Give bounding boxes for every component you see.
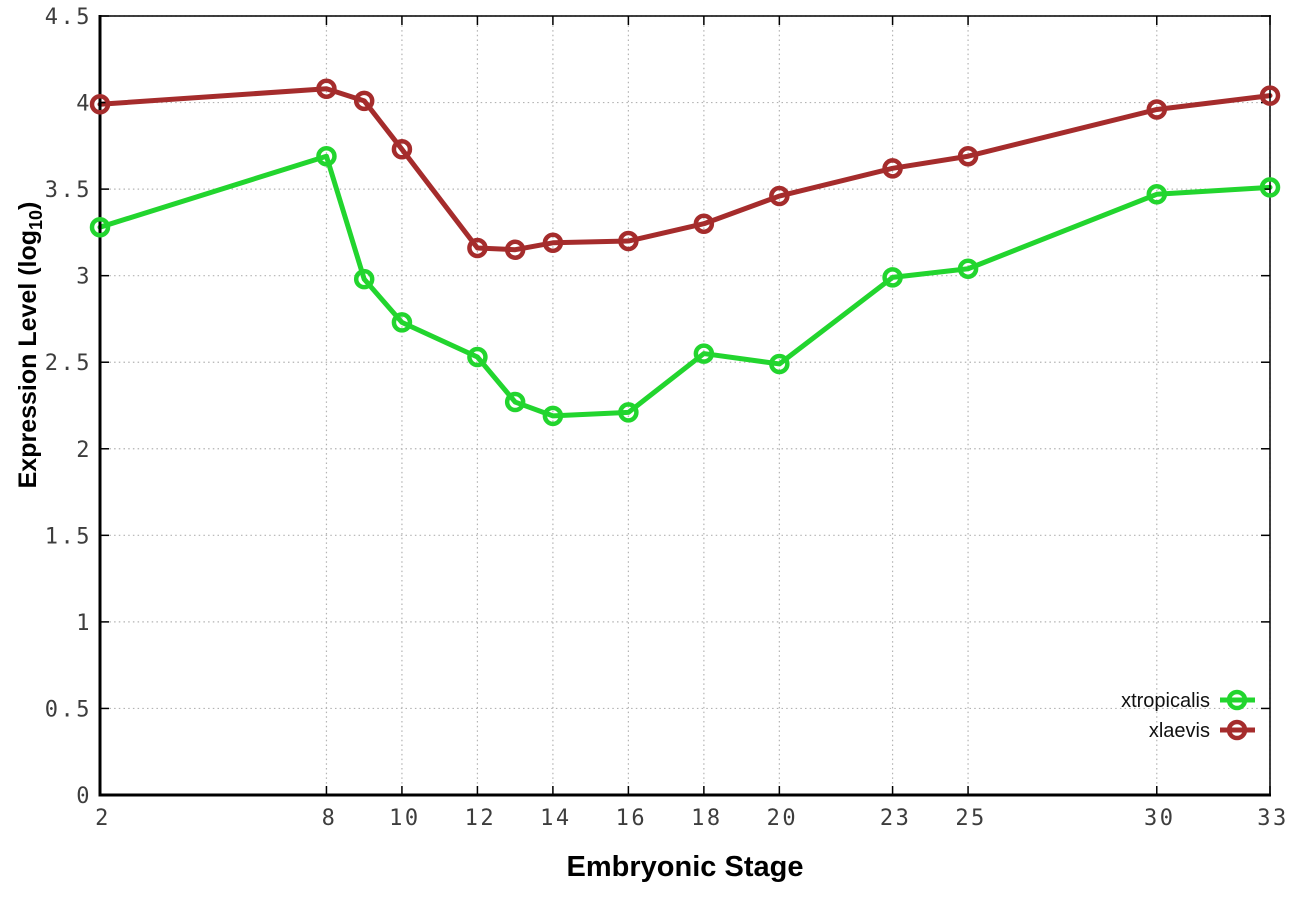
data-point-xlaevis — [693, 213, 715, 234]
data-point-xtropicalis — [467, 346, 488, 368]
x-tick-label: 23 — [880, 806, 912, 831]
data-point-xtropicalis — [1259, 177, 1281, 198]
data-point-xtropicalis — [542, 405, 564, 427]
y-tick-label: 3.5 — [45, 178, 92, 203]
x-tick-label: 2 — [95, 806, 111, 831]
y-tick-label: 0.5 — [45, 697, 92, 722]
data-point-xtropicalis — [769, 353, 790, 375]
data-point-xtropicalis — [1146, 184, 1168, 205]
x-tick-label: 16 — [616, 806, 648, 831]
x-tick-label: 14 — [540, 806, 572, 831]
y-tick-label: 1.5 — [45, 524, 92, 549]
data-point-xtropicalis — [353, 268, 375, 290]
y-tick-label: 3 — [76, 265, 92, 290]
y-tick-labels: 0 0.5 1 1.5 2 2.5 3 3.5 4 4.5 — [45, 5, 92, 809]
data-point-xlaevis — [353, 90, 375, 112]
plot-border — [98, 15, 1271, 797]
data-point-xlaevis — [618, 230, 639, 252]
x-tick-label: 20 — [767, 806, 799, 831]
tick-marks — [99, 15, 1271, 796]
data-point-xtropicalis — [618, 402, 639, 423]
y-tick-label: 4 — [76, 92, 92, 117]
x-tick-label: 25 — [955, 806, 987, 831]
data-point-xlaevis — [504, 239, 526, 260]
x-tick-label: 30 — [1144, 806, 1176, 831]
x-tick-labels: 2 8 10 12 14 16 18 20 23 25 30 33 — [95, 806, 1289, 831]
data-point-xtropicalis — [316, 145, 337, 167]
series-points-xtropicalis — [89, 145, 1281, 427]
data-point-xlaevis — [391, 139, 413, 160]
data-point-xtropicalis — [391, 312, 413, 333]
data-point-xtropicalis — [504, 391, 526, 413]
y-tick-label: 4.5 — [45, 5, 92, 30]
x-tick-label: 12 — [465, 806, 497, 831]
data-point-xlaevis — [769, 185, 790, 207]
legend: xtropicalis xlaevis — [1121, 689, 1255, 742]
y-tick-label: 1 — [76, 611, 92, 636]
legend-marker-xtropicalis — [1226, 689, 1248, 711]
data-point-xlaevis — [542, 232, 564, 254]
y-tick-label: 0 — [76, 784, 92, 809]
legend-label-xlaevis: xlaevis — [1149, 720, 1210, 742]
x-tick-label: 18 — [691, 806, 723, 831]
data-point-xtropicalis — [693, 343, 715, 364]
data-point-xlaevis — [316, 78, 337, 99]
y-tick-label: 2.5 — [45, 351, 92, 376]
data-point-xlaevis — [1146, 99, 1168, 120]
x-tick-label: 8 — [322, 806, 338, 831]
data-point-xtropicalis — [89, 216, 111, 238]
data-point-xlaevis — [89, 94, 111, 115]
data-point-xtropicalis — [957, 258, 979, 279]
data-point-xlaevis — [467, 237, 488, 259]
y-axis-title: Expression Level (log10) — [14, 202, 46, 489]
series-points-xlaevis — [89, 78, 1281, 260]
data-point-xlaevis — [882, 158, 903, 179]
data-point-xlaevis — [1259, 85, 1281, 106]
data-point-xlaevis — [957, 145, 979, 167]
x-tick-label: 10 — [389, 806, 421, 831]
legend-marker-xlaevis — [1226, 719, 1248, 741]
y-tick-label: 2 — [76, 438, 92, 463]
x-tick-label: 33 — [1257, 806, 1289, 831]
data-point-xtropicalis — [882, 267, 903, 288]
legend-label-xtropicalis: xtropicalis — [1121, 690, 1210, 712]
x-axis-title: Embryonic Stage — [567, 851, 804, 883]
